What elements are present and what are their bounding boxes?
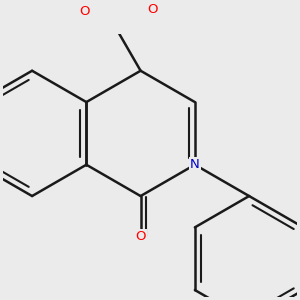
Text: O: O <box>135 230 146 243</box>
Text: O: O <box>79 5 90 18</box>
Text: O: O <box>147 3 158 16</box>
Text: N: N <box>190 158 200 171</box>
